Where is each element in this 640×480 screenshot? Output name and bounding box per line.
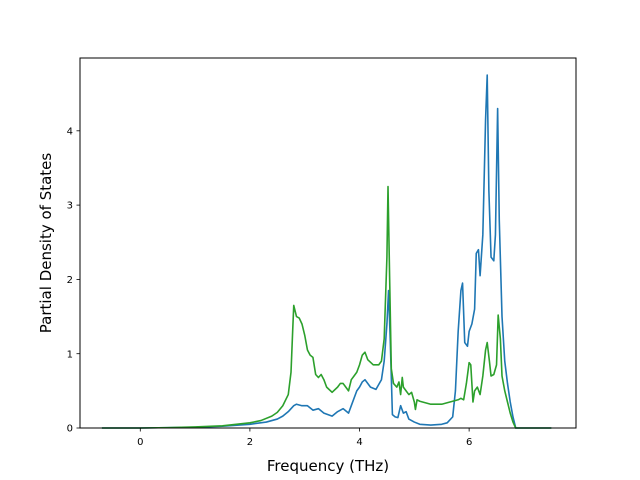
y-tick-label: 0 bbox=[67, 424, 73, 435]
y-axis-label: Partial Density of States bbox=[37, 153, 55, 334]
x-tick-label: 0 bbox=[137, 437, 143, 448]
x-tick-label: 6 bbox=[466, 437, 472, 448]
plot-area bbox=[80, 58, 576, 428]
series-line-2 bbox=[101, 185, 552, 429]
y-axis-ticks: 0 1 2 3 4 bbox=[67, 126, 80, 435]
x-tick-label: 2 bbox=[247, 437, 253, 448]
y-tick-label: 3 bbox=[67, 201, 73, 212]
plot-frame bbox=[79, 57, 577, 429]
y-tick-label: 1 bbox=[67, 349, 73, 360]
x-axis-label: Frequency (THz) bbox=[267, 457, 389, 475]
series-layer bbox=[101, 74, 552, 429]
x-tick-label: 4 bbox=[356, 437, 362, 448]
series-line-1 bbox=[101, 74, 552, 429]
x-axis-ticks: 0 2 4 6 bbox=[137, 428, 472, 448]
y-tick-label: 2 bbox=[67, 275, 73, 286]
y-tick-label: 4 bbox=[67, 126, 73, 137]
